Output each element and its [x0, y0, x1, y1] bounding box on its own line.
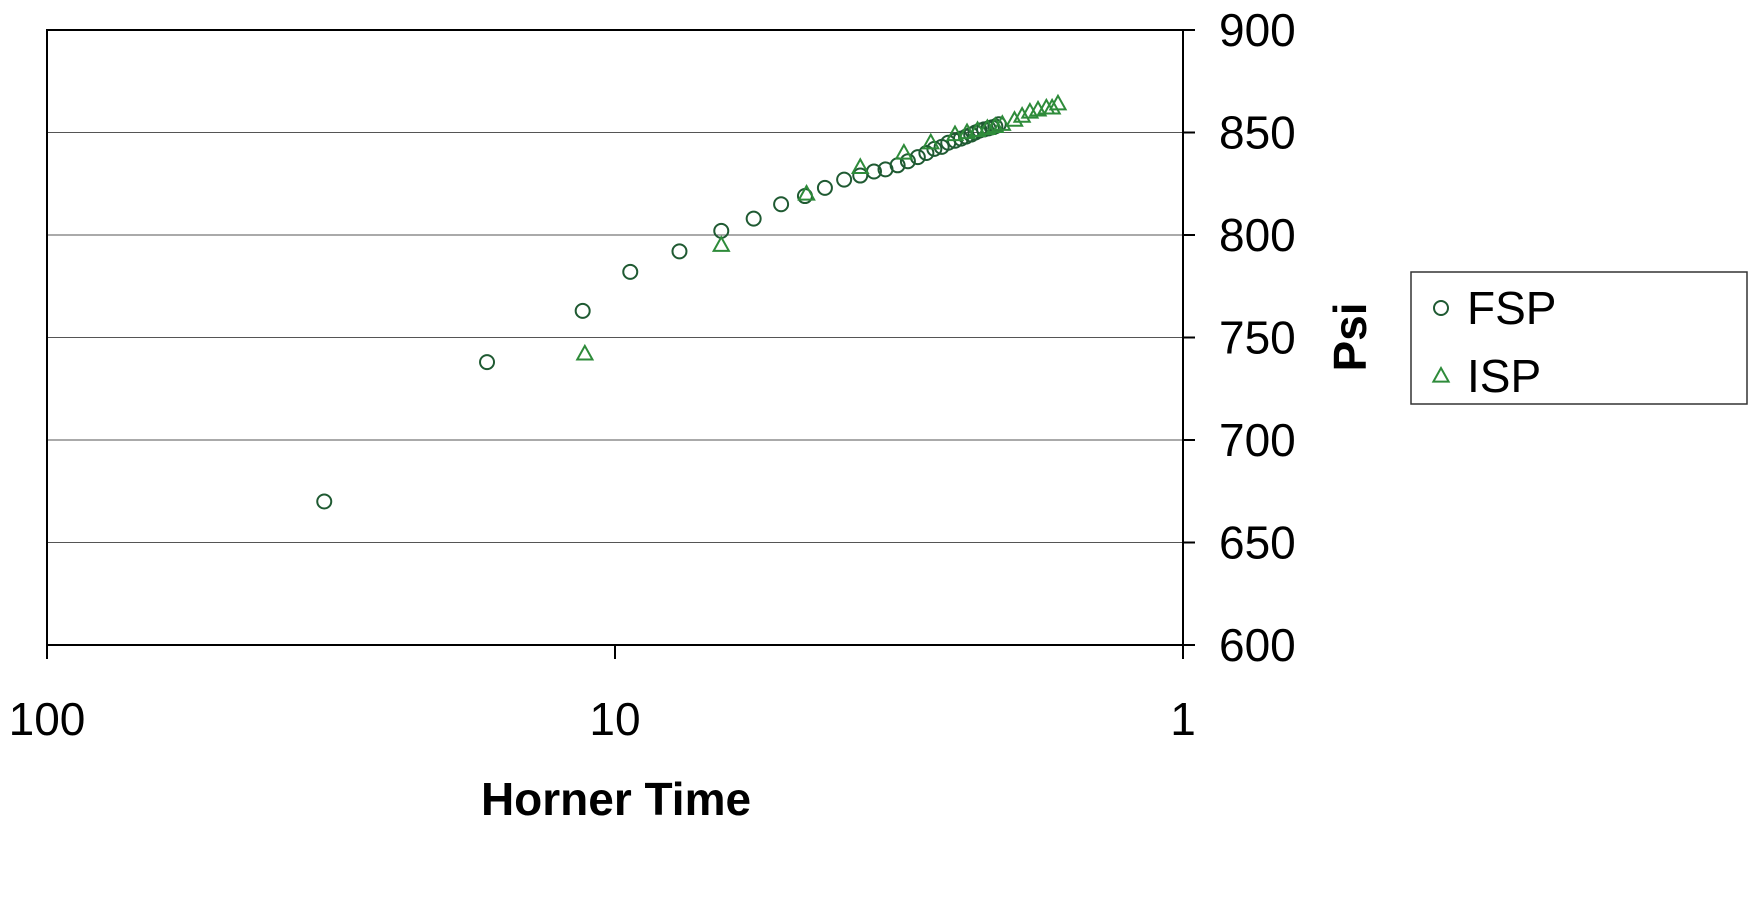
- y-tick-label-800: 800: [1219, 209, 1296, 261]
- fsp-point-0: [316, 493, 333, 510]
- y-tick-label-850: 850: [1219, 107, 1296, 159]
- legend-label-isp: ISP: [1467, 350, 1541, 402]
- isp-point-7: [957, 122, 977, 140]
- series-fsp: [316, 116, 1007, 510]
- y-axis-ticks: 600 650 700 750 800 850 900: [1183, 4, 1296, 671]
- fsp-point-11: [852, 167, 869, 184]
- fsp-point-7: [773, 196, 790, 213]
- x-axis-title: Horner Time: [481, 773, 751, 825]
- x-tick-label-1: 1: [1170, 693, 1196, 745]
- fsp-point-10: [836, 171, 853, 188]
- isp-point-18: [1048, 93, 1068, 111]
- fsp-point-6: [745, 210, 762, 227]
- y-tick-label-700: 700: [1219, 414, 1296, 466]
- isp-point-1: [711, 235, 731, 252]
- x-tick-label-10: 10: [589, 693, 640, 745]
- legend: FSP ISP: [1410, 271, 1748, 405]
- isp-point-5: [921, 132, 941, 150]
- isp-point-13: [1012, 106, 1032, 123]
- y-tick-label-650: 650: [1219, 517, 1296, 569]
- y-tick-label-750: 750: [1219, 312, 1296, 364]
- isp-point-12: [1005, 110, 1024, 127]
- legend-item-isp: ISP: [1431, 350, 1541, 402]
- fsp-point-9: [816, 179, 833, 196]
- isp-point-6: [945, 124, 965, 142]
- isp-point-10: [986, 116, 1005, 133]
- x-axis-ticks: 100 10 1: [9, 645, 1196, 745]
- fsp-point-17: [918, 145, 935, 161]
- data-points: [316, 93, 1068, 510]
- fsp-point-2: [574, 302, 591, 319]
- legend-label-fsp: FSP: [1467, 282, 1556, 334]
- fsp-point-1: [479, 354, 496, 371]
- isp-point-2: [797, 183, 816, 201]
- y-tick-label-900: 900: [1219, 4, 1296, 56]
- x-tick-label-100: 100: [9, 693, 86, 745]
- legend-item-fsp: FSP: [1433, 282, 1556, 334]
- y-tick-label-600: 600: [1219, 619, 1296, 671]
- fsp-point-3: [622, 263, 639, 280]
- fsp-point-4: [671, 243, 688, 260]
- legend-marker-isp: [1431, 365, 1451, 383]
- isp-point-11: [993, 114, 1012, 131]
- y-axis-title: Psi: [1324, 302, 1376, 371]
- isp-point-4: [894, 142, 914, 160]
- isp-point-0: [575, 343, 595, 361]
- isp-point-3: [850, 157, 870, 174]
- legend-marker-fsp: [1433, 300, 1449, 316]
- legend-box: [1410, 271, 1748, 405]
- isp-point-17: [1042, 97, 1062, 115]
- horizontal-gridlines: [47, 132, 1183, 543]
- series-isp: [575, 93, 1068, 361]
